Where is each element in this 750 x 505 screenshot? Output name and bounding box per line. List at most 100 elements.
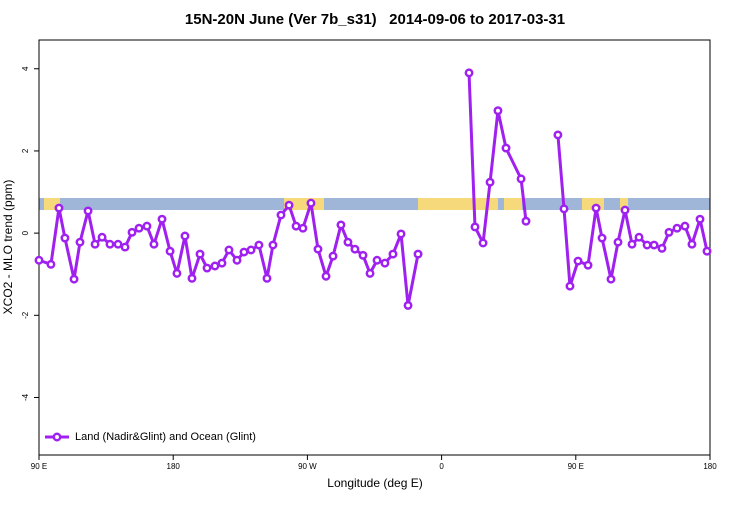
land-band (620, 198, 628, 210)
point (165, 246, 175, 256)
point (664, 227, 674, 237)
point (217, 258, 227, 268)
point (172, 268, 182, 278)
point (180, 231, 190, 241)
x-tick-label: 90 E (568, 462, 584, 471)
point (336, 220, 346, 230)
point (120, 242, 130, 252)
point (343, 237, 353, 247)
x-tick-label: 180 (703, 462, 717, 471)
land-band (418, 198, 498, 210)
y-axis-label: XCO2 - MLO trend (ppm) (1, 180, 15, 315)
x-tick-label: 90 W (298, 462, 317, 471)
point (380, 258, 390, 268)
legend-label: Land (Nadir&Glint) and Ocean (Glint) (75, 431, 256, 443)
point (97, 232, 107, 242)
ocean-band (39, 198, 710, 210)
point (627, 239, 637, 249)
point (573, 256, 583, 266)
point (195, 249, 205, 259)
point (239, 247, 249, 257)
point (306, 198, 316, 208)
point (262, 273, 272, 283)
point (224, 245, 234, 255)
point (464, 68, 474, 78)
point (657, 243, 667, 253)
point (396, 229, 406, 239)
point (413, 249, 423, 259)
point (672, 223, 682, 233)
point (597, 233, 607, 243)
point (90, 239, 100, 249)
point (521, 216, 531, 226)
point (485, 177, 495, 187)
point (695, 214, 705, 224)
x-axis-label: Longitude (deg E) (327, 476, 422, 490)
plot-frame (38, 39, 711, 456)
point (75, 237, 85, 247)
y-tick-label: -2 (21, 311, 30, 319)
point (687, 239, 697, 249)
point (634, 232, 644, 242)
y-tick-label: 2 (21, 148, 30, 153)
point (649, 240, 659, 250)
point (210, 261, 220, 271)
point (620, 205, 630, 215)
point (254, 240, 264, 250)
point (142, 221, 152, 231)
point (54, 203, 64, 213)
point (702, 246, 712, 256)
y-tick-label: 0 (21, 230, 30, 235)
surface-band (39, 198, 710, 210)
point (284, 200, 294, 210)
point (372, 255, 382, 265)
point (105, 239, 115, 249)
point (157, 214, 167, 224)
point (606, 274, 616, 284)
point (493, 106, 503, 116)
point (358, 250, 368, 260)
point (291, 221, 301, 231)
x-tick-label: 90 E (31, 462, 47, 471)
point (149, 239, 159, 249)
point (313, 244, 323, 254)
point (276, 210, 286, 220)
chart-title: 15N-20N June (Ver 7b_s31) 2014-09-06 to … (185, 11, 565, 28)
point (321, 271, 331, 281)
point (613, 237, 623, 247)
point (46, 259, 56, 269)
point (565, 281, 575, 291)
point (680, 221, 690, 231)
point (268, 240, 278, 250)
point (328, 251, 338, 261)
point (134, 223, 144, 233)
point (365, 268, 375, 278)
point (642, 240, 652, 250)
point (583, 260, 593, 270)
land-band (504, 198, 522, 210)
point (553, 130, 563, 140)
x-tick-label: 180 (167, 462, 181, 471)
point (60, 233, 70, 243)
point (559, 204, 569, 214)
legend-marker (52, 432, 62, 442)
point (34, 255, 44, 265)
point (501, 143, 511, 153)
point (591, 203, 601, 213)
point (246, 245, 256, 255)
point (232, 255, 242, 265)
point (470, 222, 480, 232)
point (202, 263, 212, 273)
point (403, 300, 413, 310)
point (83, 206, 93, 216)
x-tick-label: 0 (439, 462, 444, 471)
y-tick-label: -4 (21, 393, 30, 401)
y-tick-label: 4 (21, 66, 30, 71)
point (298, 223, 308, 233)
point (478, 238, 488, 248)
point (187, 273, 197, 283)
point (350, 244, 360, 254)
point (113, 239, 123, 249)
